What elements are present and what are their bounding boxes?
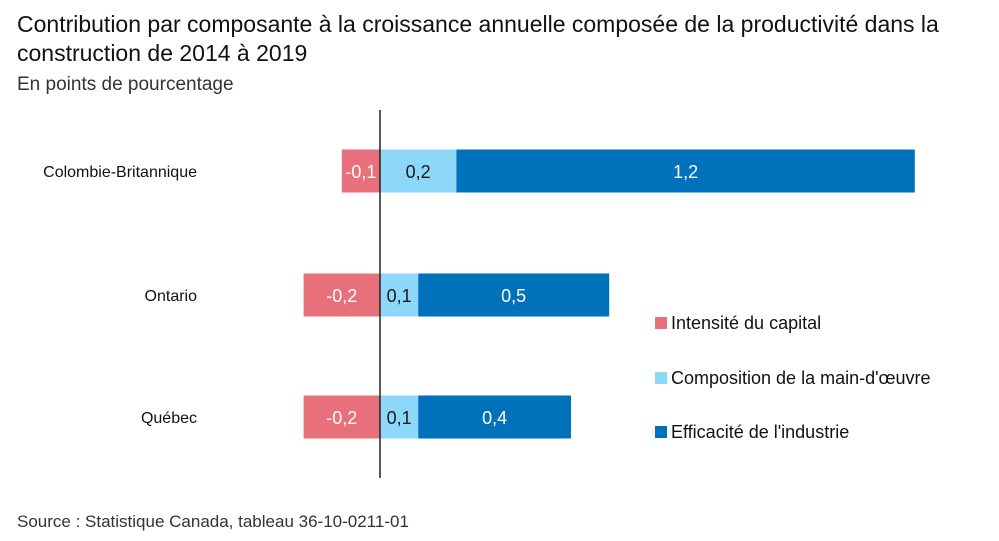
legend: Intensité du capital Composition de la ma… — [655, 313, 931, 442]
category-labels: Colombie-Britannique Ontario Québec — [43, 164, 197, 427]
legend-swatch — [655, 426, 667, 438]
bar-segment — [341, 149, 380, 193]
data-label: 0,5 — [501, 286, 526, 306]
bar-segment — [303, 395, 380, 439]
data-label: 0,1 — [387, 286, 412, 306]
bar-segment — [380, 395, 419, 439]
legend-swatch — [655, 372, 667, 384]
bar-segment — [303, 273, 380, 317]
legend-swatch — [655, 317, 667, 329]
bar-segment — [380, 273, 419, 317]
bar-segment — [380, 149, 457, 193]
chart-title: Contribution par composante à la croissa… — [17, 11, 939, 66]
data-label: -0,2 — [326, 408, 357, 428]
data-label: 1,2 — [673, 162, 698, 182]
bar-segment — [418, 273, 610, 317]
data-label: -0,2 — [326, 286, 357, 306]
category-label: Colombie-Britannique — [43, 164, 197, 181]
legend-label: Intensité du capital — [671, 313, 821, 333]
data-label: -0,1 — [345, 162, 376, 182]
bar-segment — [456, 149, 915, 193]
legend-label: Composition de la main-d'œuvre — [671, 368, 931, 388]
source-note: Source : Statistique Canada, tableau 36-… — [17, 512, 409, 531]
category-label: Ontario — [145, 288, 198, 305]
data-label: 0,1 — [387, 408, 412, 428]
bar-segment — [418, 395, 571, 439]
data-label: 0,4 — [482, 408, 507, 428]
category-label: Québec — [141, 410, 197, 427]
legend-label: Efficacité de l'industrie — [671, 422, 849, 442]
data-label: 0,2 — [406, 162, 431, 182]
bars-group: -0,1 0,2 1,2 -0,2 0,1 0,5 -0,2 0,1 0,4 — [303, 149, 915, 439]
chart-subtitle: En points de pourcentage — [17, 74, 234, 95]
